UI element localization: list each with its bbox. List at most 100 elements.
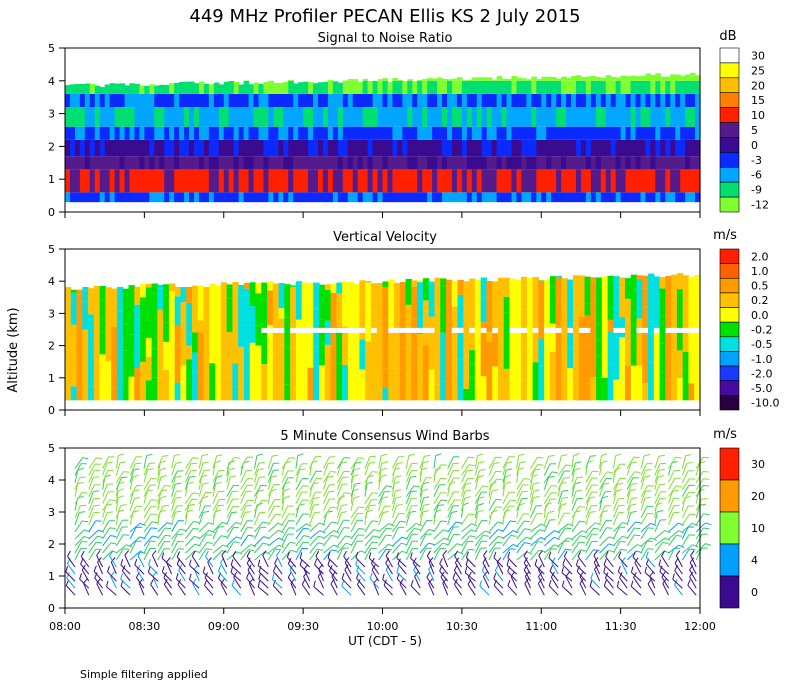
vv-cell <box>538 301 545 339</box>
wind-barb-flag <box>438 504 445 506</box>
wind-barb-flag <box>647 578 652 585</box>
wind-barb <box>341 585 352 596</box>
wind-barb-flag <box>647 527 654 529</box>
wind-barb-flag <box>561 580 565 587</box>
wind-barb <box>557 527 566 540</box>
snr-cell <box>273 156 279 170</box>
snr-cell <box>109 83 116 94</box>
snr-cell <box>372 126 379 140</box>
wind-barb <box>426 576 435 589</box>
vv-cell <box>411 286 418 319</box>
vv-cell <box>411 318 418 356</box>
wind-barb <box>246 563 255 575</box>
vv-cell <box>82 286 89 291</box>
wind-barb <box>258 578 269 589</box>
snr-cell <box>620 107 627 127</box>
vv-gap <box>451 327 459 333</box>
snr-cell <box>402 156 408 170</box>
vv-cell <box>521 285 528 310</box>
vv-cell <box>578 275 586 283</box>
vv-cell <box>422 379 430 401</box>
snr-cell <box>129 93 136 108</box>
wind-barb <box>344 562 352 575</box>
wind-barb-flag <box>636 544 643 548</box>
wind-barb-flag <box>423 496 430 499</box>
vv-cell <box>509 362 516 387</box>
wind-barb-flag <box>256 502 263 506</box>
wind-barb <box>226 457 235 469</box>
vv-gap <box>278 327 285 333</box>
snr-cell <box>258 126 265 140</box>
wind-barb <box>579 583 587 596</box>
wind-barb <box>272 579 283 589</box>
vv-gap <box>515 327 522 333</box>
wind-barb-flag <box>250 544 257 548</box>
snr-cell <box>417 156 423 170</box>
snr-cell <box>273 192 279 203</box>
snr-cell <box>417 79 423 81</box>
snr-cell <box>208 93 215 108</box>
wind-barb <box>419 456 425 469</box>
panels: 012345302520151050-3-6-9-120123452.01.00… <box>48 42 779 615</box>
snr-cell <box>228 93 235 108</box>
wind-barb <box>405 512 411 525</box>
snr-cell <box>208 156 215 170</box>
wind-barb <box>378 476 382 490</box>
vv-cell <box>682 299 690 326</box>
colorbar-swatch <box>719 107 740 123</box>
vv-cell <box>145 320 153 338</box>
snr-cell <box>392 80 398 94</box>
vv-cell <box>88 288 95 293</box>
snr-cell <box>367 169 374 193</box>
snr-cell <box>655 126 661 140</box>
wind-barb <box>79 578 90 589</box>
vv-cell <box>417 318 424 335</box>
wind-barb <box>690 555 697 568</box>
snr-cell <box>566 93 572 108</box>
snr-cell <box>690 169 696 193</box>
wind-barb <box>599 543 610 554</box>
snr-cell <box>610 139 617 157</box>
snr-cell <box>486 156 493 170</box>
snr-cell <box>65 93 71 108</box>
wind-barb <box>102 535 111 547</box>
wind-barb <box>419 490 423 504</box>
wind-barb-flag <box>678 522 685 526</box>
wind-barb-flag <box>303 535 310 538</box>
snr-cell <box>243 93 250 108</box>
snr-cell <box>69 93 76 108</box>
vv-cell <box>648 279 655 297</box>
wind-barb <box>240 527 248 540</box>
wind-barb-flag <box>275 513 282 516</box>
wind-barb <box>378 548 387 561</box>
snr-cell <box>635 169 642 193</box>
snr-cell <box>680 169 686 193</box>
wind-barb-flag <box>428 557 434 563</box>
vv-cell <box>353 370 361 401</box>
wind-barb <box>106 586 117 596</box>
snr-cell <box>327 80 334 94</box>
snr-cell <box>551 156 557 170</box>
snr-cell <box>600 156 607 170</box>
snr-cell <box>402 139 408 157</box>
vv-gap <box>417 327 424 333</box>
snr-cell <box>561 192 567 203</box>
snr-cell <box>531 80 537 94</box>
snr-cell <box>665 126 671 140</box>
vv-cell <box>619 317 626 338</box>
wind-barb-flag <box>371 520 378 522</box>
vv-cell <box>659 277 666 289</box>
vv-cell <box>168 372 176 401</box>
vv-cell <box>469 363 476 378</box>
wind-barb <box>212 483 217 497</box>
vv-cell <box>561 379 568 401</box>
vv-cell <box>688 276 695 291</box>
snr-cell <box>327 107 334 127</box>
colorbar-label: -12 <box>751 199 769 212</box>
vv-cell <box>116 311 124 333</box>
vv-cell <box>197 367 205 378</box>
snr-cell <box>69 126 76 140</box>
wind-barb <box>212 470 219 483</box>
wind-barb-flag <box>477 503 485 506</box>
wind-barb <box>171 484 176 497</box>
